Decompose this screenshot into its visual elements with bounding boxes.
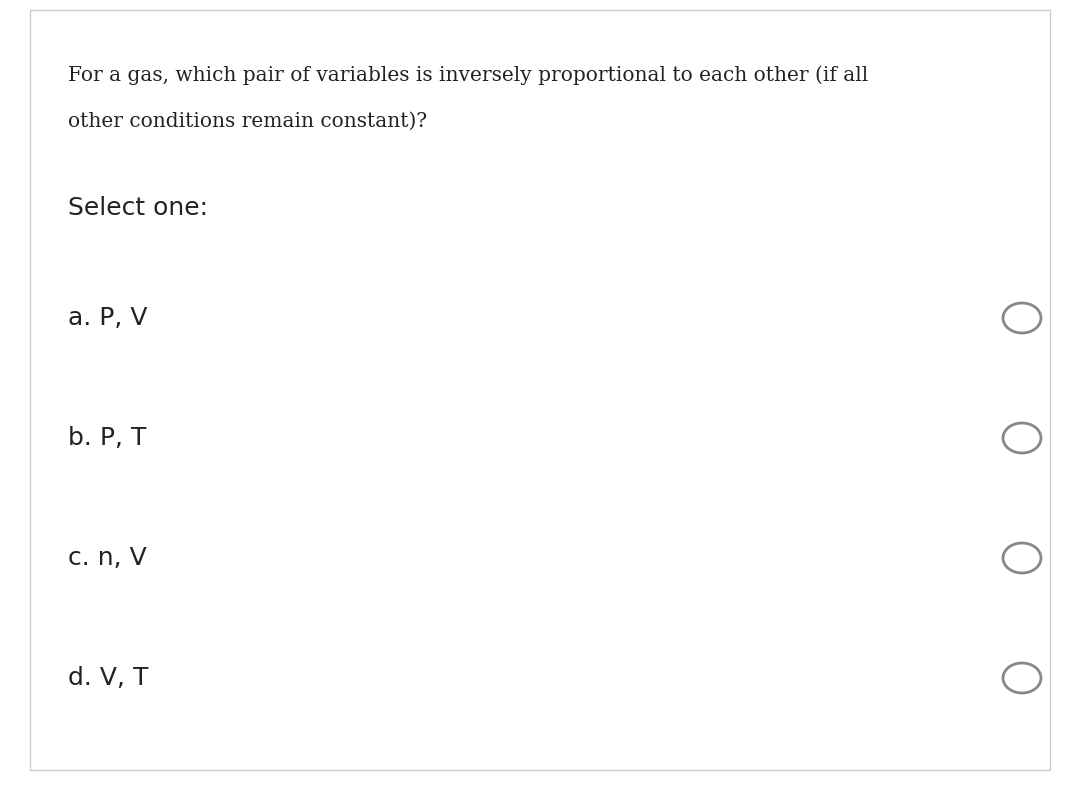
Text: d. V, T: d. V, T: [68, 666, 148, 690]
Text: c. n, V: c. n, V: [68, 546, 147, 570]
Text: For a gas, which pair of variables is inversely proportional to each other (if a: For a gas, which pair of variables is in…: [68, 65, 868, 85]
Text: Select one:: Select one:: [68, 196, 208, 220]
FancyBboxPatch shape: [30, 10, 1050, 770]
Text: other conditions remain constant)?: other conditions remain constant)?: [68, 112, 427, 131]
Text: b. P, T: b. P, T: [68, 426, 147, 450]
Text: a. P, V: a. P, V: [68, 306, 148, 330]
